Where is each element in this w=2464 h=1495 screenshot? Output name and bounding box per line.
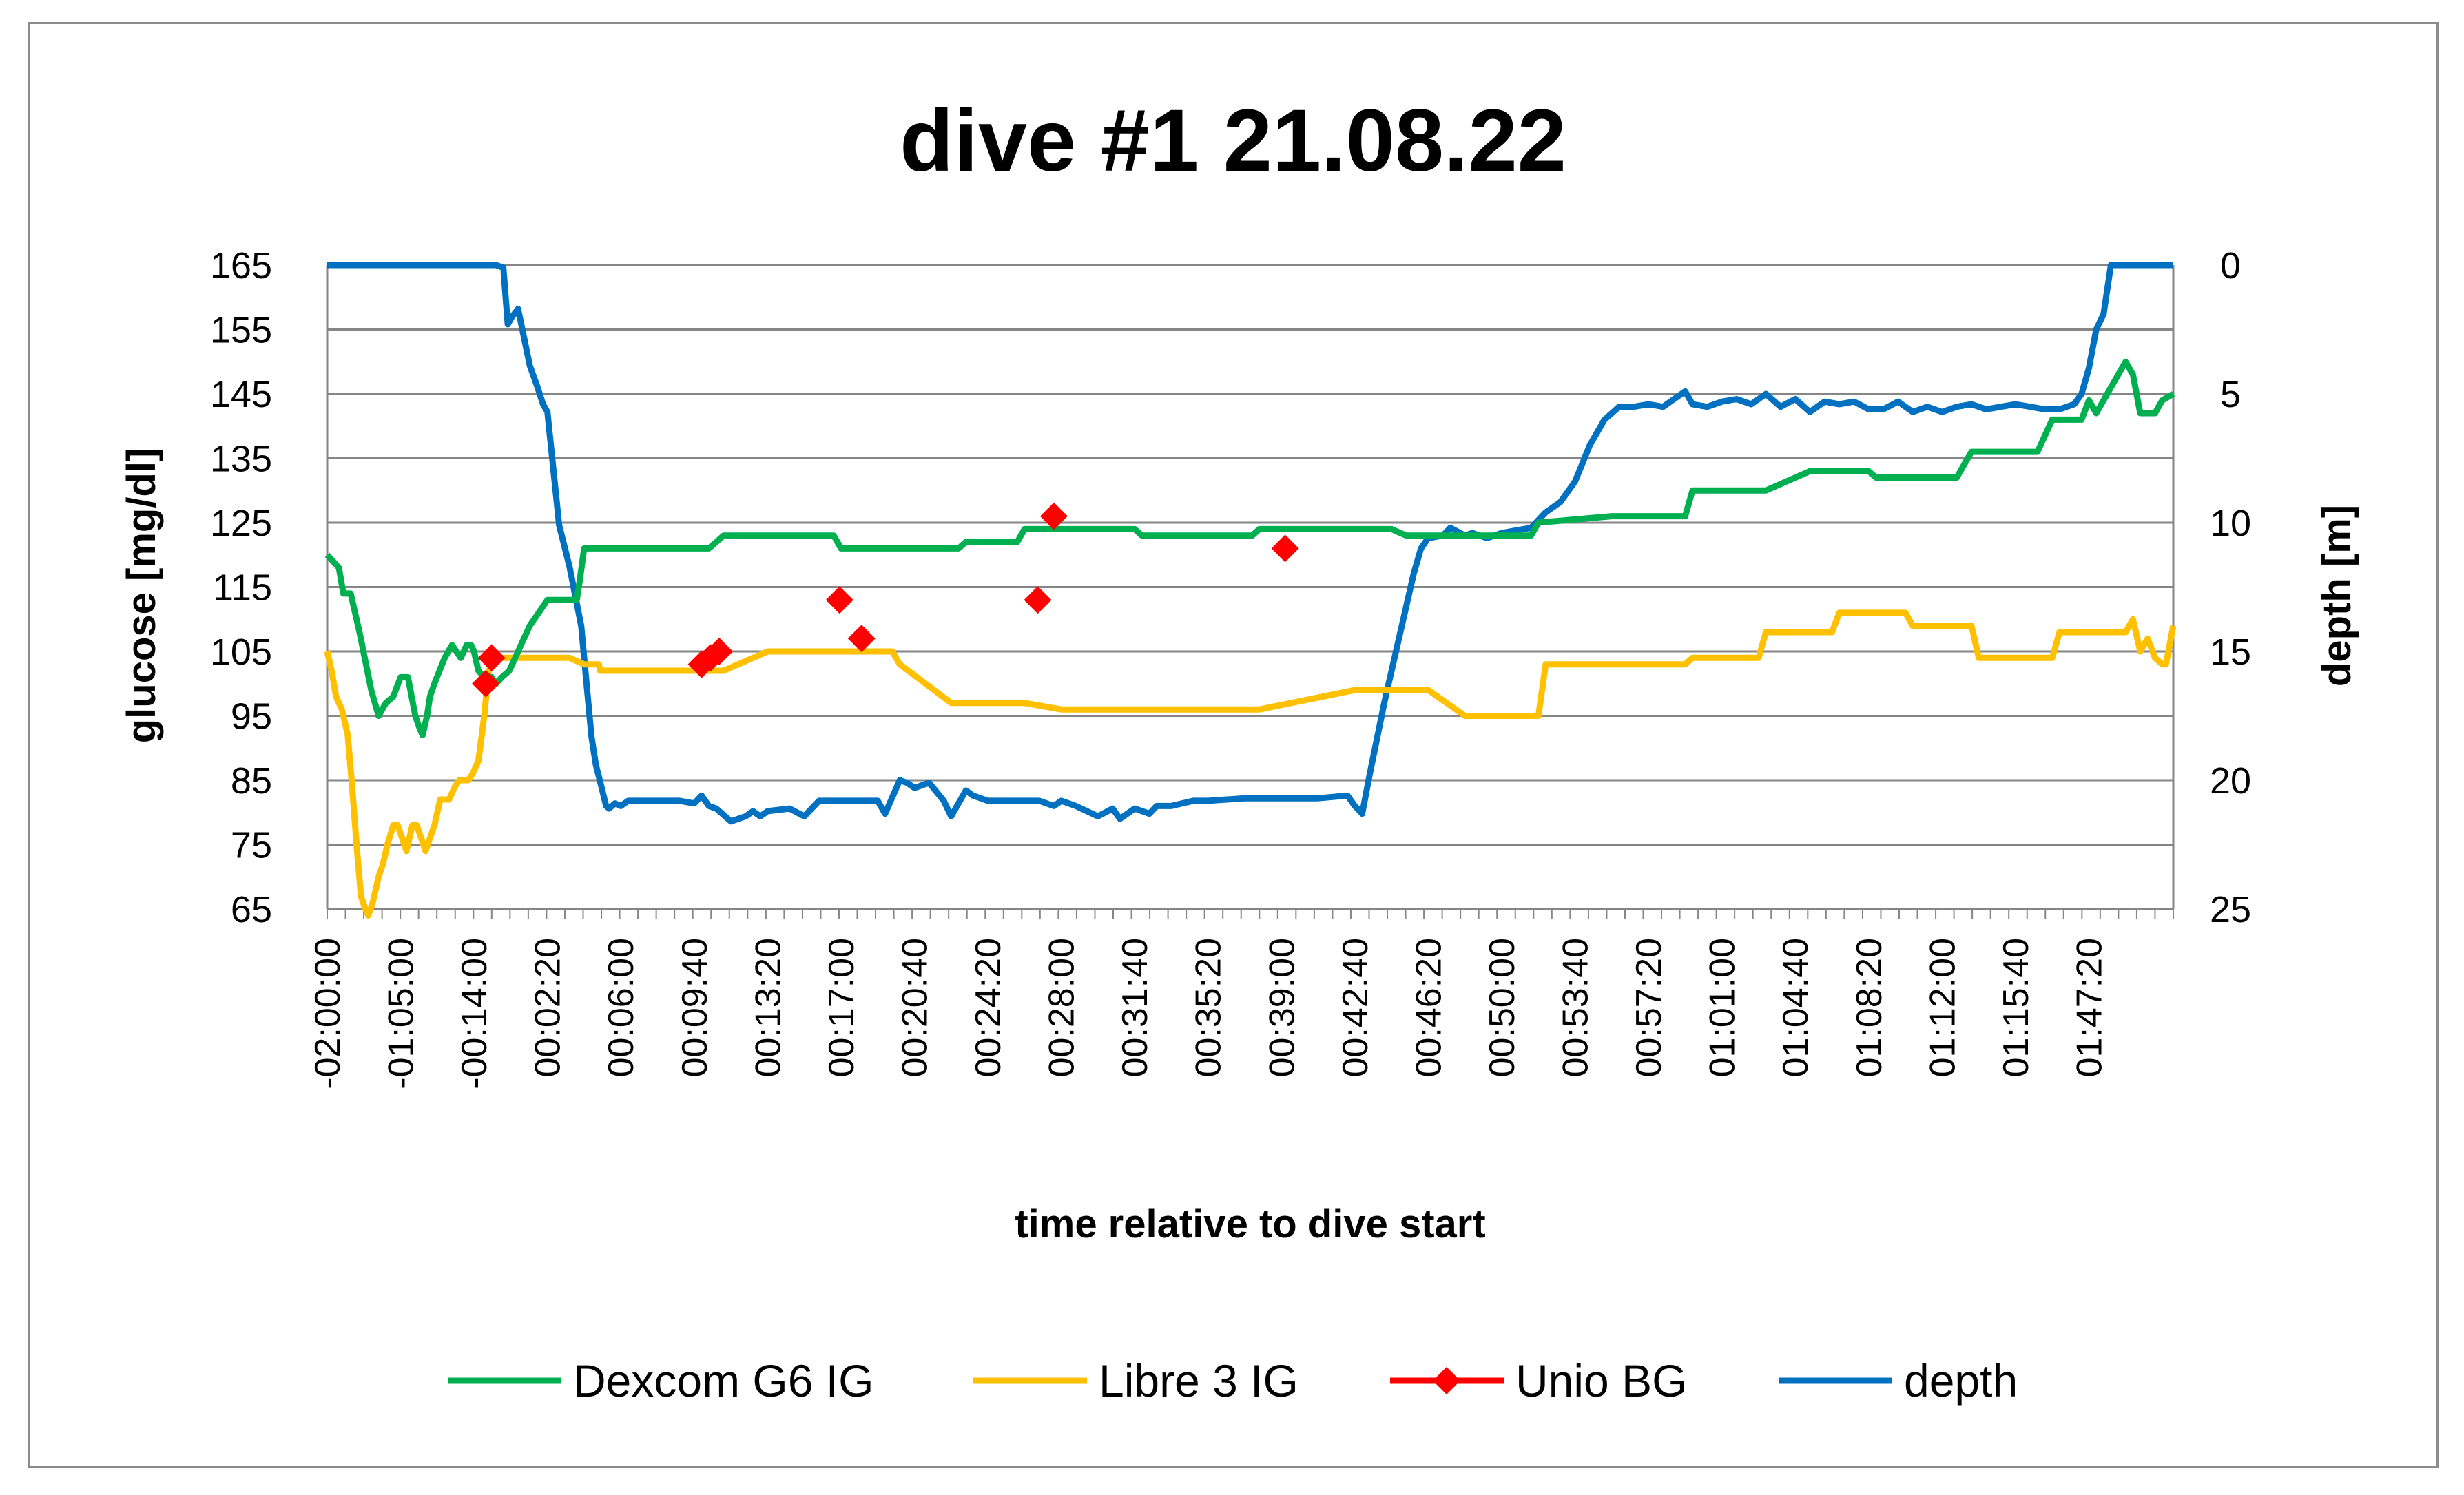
y2-tick-label: 0 <box>2220 245 2241 286</box>
x-tick-label: -00:14:00 <box>455 938 495 1089</box>
y-tick-label: 135 <box>210 439 272 480</box>
x-tick-label: 00:28:00 <box>1042 938 1082 1077</box>
x-tick-label: 01:01:00 <box>1703 938 1743 1077</box>
unio-bg-marker <box>472 669 500 698</box>
x-tick-label: 00:02:20 <box>528 938 568 1077</box>
y-axis-label: glucose [mg/dl] <box>119 448 164 744</box>
x-tick-label: 00:13:20 <box>748 938 788 1077</box>
x-tick-label: 00:57:20 <box>1629 938 1669 1077</box>
chart-title: dive #1 21.08.22 <box>900 92 1566 190</box>
legend-label: Dexcom G6 IG <box>573 1355 873 1406</box>
x-tick-label: 01:12:00 <box>1923 938 1963 1077</box>
x-tick-label: 00:17:00 <box>822 938 862 1077</box>
y2-tick-label: 15 <box>2210 631 2251 673</box>
x-tick-label: 00:53:40 <box>1556 938 1596 1077</box>
legend-label: depth <box>1904 1355 2018 1406</box>
y-tick-label: 65 <box>231 889 272 930</box>
x-tick-label: 01:47:20 <box>2069 938 2109 1077</box>
legend-item-unio-bg: Unio BG <box>1390 1355 1687 1406</box>
x-tick-label: 00:35:20 <box>1189 938 1229 1077</box>
y-tick-label: 115 <box>213 567 272 609</box>
x-tick-label: 01:08:20 <box>1850 938 1890 1077</box>
x-tick-label: 01:04:40 <box>1776 938 1816 1077</box>
y2-tick-label: 10 <box>2210 503 2251 544</box>
y2-tick-label: 5 <box>2220 374 2241 415</box>
unio-bg-marker <box>1271 534 1299 563</box>
unio-bg-marker <box>847 625 876 653</box>
gridlines <box>327 264 2173 910</box>
y-tick-label: 75 <box>231 825 272 866</box>
x-axis-label: time relative to dive start <box>1015 1202 1485 1246</box>
unio-bg-marker <box>825 586 853 614</box>
series-line-depth <box>327 262 2173 825</box>
y2-axis-label: depth [m] <box>2315 505 2359 687</box>
unio-bg-marker <box>477 644 506 672</box>
legend-label: Libre 3 IG <box>1099 1355 1298 1406</box>
y-tick-label: 165 <box>210 245 272 286</box>
series-layer <box>324 262 2177 919</box>
y-tick-label: 105 <box>210 631 272 673</box>
series-line-dexcom-g6-ig <box>324 358 2175 738</box>
axes <box>326 265 2175 919</box>
x-tick-label: 00:09:40 <box>675 938 715 1077</box>
y-tick-label: 145 <box>210 374 272 415</box>
x-axis-ticks: -02:00:00 -01:05:00 -00:14:00 00:02:20 00:06… <box>308 938 2109 1089</box>
y-tick-label: 85 <box>231 760 272 802</box>
legend-item-libre-3-ig: Libre 3 IG <box>973 1355 1298 1406</box>
y-tick-label: 155 <box>210 310 272 351</box>
y2-tick-label: 20 <box>2210 760 2251 802</box>
unio-bg-marker <box>705 638 734 665</box>
x-tick-label: 00:06:00 <box>601 938 641 1077</box>
x-tick-label: 00:20:40 <box>895 938 935 1077</box>
legend-label: Unio BG <box>1515 1355 1687 1406</box>
legend-item-depth: depth <box>1779 1355 2018 1406</box>
y2-tick-label: 25 <box>2210 889 2251 930</box>
unio-bg-marker <box>1024 586 1052 614</box>
y-tick-label: 95 <box>231 696 272 738</box>
y2-axis-ticks: 0 5 10 15 20 25 <box>2210 245 2251 930</box>
x-tick-label: 00:50:00 <box>1482 938 1522 1077</box>
x-tick-label: -02:00:00 <box>308 938 348 1089</box>
legend-item-dexcom-g6-ig: Dexcom G6 IG <box>448 1355 873 1406</box>
x-tick-label: 00:31:40 <box>1115 938 1155 1077</box>
x-tick-label: -01:05:00 <box>382 938 422 1089</box>
x-tick-label: 00:46:20 <box>1409 938 1449 1077</box>
y-axis-ticks: 165 155 145 135 125 115 105 95 85 75 65 <box>210 245 272 930</box>
y-tick-label: 125 <box>210 503 272 544</box>
x-tick-label: 00:42:40 <box>1336 938 1376 1077</box>
unio-bg-marker <box>1039 502 1068 530</box>
x-tick-label: 01:15:40 <box>1996 938 2036 1077</box>
legend-marker <box>1433 1367 1460 1394</box>
x-tick-label: 00:39:00 <box>1262 938 1302 1077</box>
series-line-libre-3-ig <box>324 609 2177 919</box>
legend: Dexcom G6 IG Libre 3 IG Unio BG depth <box>448 1355 2018 1406</box>
x-tick-label: 00:24:20 <box>969 938 1008 1077</box>
